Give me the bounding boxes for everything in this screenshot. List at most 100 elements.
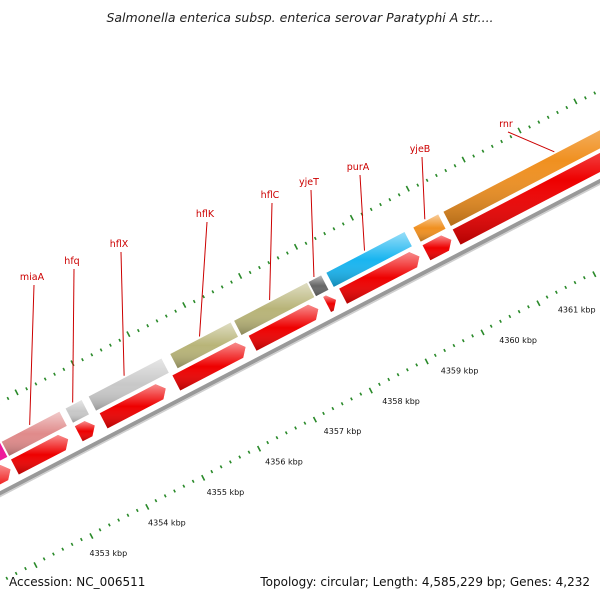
backbone-shadow bbox=[0, 183, 600, 498]
tick-mark bbox=[349, 214, 354, 221]
tick-mark bbox=[461, 339, 465, 343]
leader-line bbox=[120, 251, 125, 376]
tick-mark bbox=[489, 324, 493, 328]
cds-arrow-shine bbox=[172, 342, 246, 391]
gene-label-miaA[interactable]: miaA bbox=[20, 272, 45, 283]
map-title: Salmonella enterica subsp. enterica sero… bbox=[106, 10, 494, 25]
tick-mark bbox=[396, 372, 400, 377]
tick-mark bbox=[461, 156, 466, 163]
cds-arrow-shine bbox=[99, 384, 166, 429]
tick-mark bbox=[368, 387, 373, 394]
tick-mark bbox=[537, 120, 541, 124]
tick-mark bbox=[285, 251, 289, 255]
cds-arrow-shine bbox=[422, 235, 452, 261]
tick-mark bbox=[397, 193, 401, 197]
topology-summary: Topology: circular; Length: 4,585,229 bp… bbox=[260, 575, 590, 589]
gene-label-hflK[interactable]: hflK bbox=[196, 209, 215, 220]
tick-mark bbox=[350, 397, 353, 401]
tick-mark bbox=[266, 440, 270, 445]
scale-label: 4357 kbp bbox=[324, 427, 362, 436]
tick-mark bbox=[556, 110, 559, 115]
scale-label: 4355 kbp bbox=[207, 488, 245, 497]
tick-mark bbox=[201, 474, 206, 481]
tick-mark bbox=[434, 173, 438, 178]
tick-mark bbox=[573, 280, 577, 285]
tick-mark bbox=[276, 256, 280, 260]
tick-mark bbox=[118, 338, 122, 342]
tick-mark bbox=[582, 275, 586, 280]
gene-label-yjeT[interactable]: yjeT bbox=[299, 177, 319, 188]
scale-label: 4354 kbp bbox=[148, 519, 186, 528]
gene-block-unlabeled bbox=[0, 442, 8, 461]
tick-mark bbox=[247, 450, 251, 454]
tick-mark bbox=[415, 363, 419, 367]
tick-mark bbox=[573, 98, 578, 105]
tick-mark bbox=[359, 392, 363, 396]
tick-mark bbox=[565, 105, 569, 110]
tick-mark bbox=[61, 547, 65, 551]
leader-line bbox=[72, 268, 75, 403]
scale-label: 4356 kbp bbox=[265, 458, 303, 467]
tick-mark bbox=[5, 576, 9, 580]
tick-mark bbox=[584, 96, 587, 100]
cds-arrow-shine bbox=[248, 304, 319, 351]
gene-label-rnr[interactable]: rnr bbox=[499, 119, 513, 130]
scale-label: 4353 kbp bbox=[89, 549, 127, 558]
gene-label-hfq[interactable]: hfq bbox=[64, 256, 79, 267]
tick-mark bbox=[154, 499, 158, 503]
scale-label: 4361 kbp bbox=[558, 305, 596, 314]
leader-line bbox=[507, 131, 555, 153]
cds-arrow-shine bbox=[323, 295, 337, 313]
tick-mark bbox=[163, 494, 167, 498]
cds-arrow-shine bbox=[339, 252, 420, 304]
tick-mark bbox=[593, 91, 597, 95]
gene-block-shine bbox=[88, 358, 169, 411]
tick-mark bbox=[387, 377, 391, 382]
tick-mark bbox=[192, 299, 196, 304]
tick-mark bbox=[444, 168, 448, 173]
tick-marks bbox=[0, 91, 597, 580]
gene-label-hflX[interactable]: hflX bbox=[110, 239, 129, 250]
tick-mark bbox=[416, 183, 420, 187]
tick-mark bbox=[14, 389, 19, 396]
gene-label-purA[interactable]: purA bbox=[347, 162, 370, 173]
tick-mark bbox=[136, 328, 140, 333]
tick-mark bbox=[304, 241, 308, 246]
gene-block-shine bbox=[170, 322, 238, 369]
tick-mark bbox=[135, 508, 139, 513]
tick-mark bbox=[313, 236, 317, 241]
tick-mark bbox=[173, 489, 176, 493]
tick-mark bbox=[126, 513, 130, 517]
tick-mark bbox=[425, 178, 429, 182]
tick-mark bbox=[517, 127, 522, 134]
gene-label-yjeB[interactable]: yjeB bbox=[410, 144, 431, 155]
gene-label-hflC[interactable]: hflC bbox=[261, 190, 280, 201]
tick-mark bbox=[564, 285, 568, 290]
tick-mark bbox=[332, 227, 336, 231]
tick-mark bbox=[248, 270, 252, 275]
tick-mark bbox=[481, 149, 485, 153]
tick-mark bbox=[42, 557, 46, 561]
tick-mark bbox=[554, 290, 558, 294]
tick-mark bbox=[174, 309, 178, 313]
tick-mark bbox=[146, 324, 150, 328]
tick-mark bbox=[323, 231, 327, 236]
cds-arrow-shine bbox=[74, 421, 95, 442]
cds-arrow-shine bbox=[0, 465, 11, 485]
accession-label: Accession: NC_006511 bbox=[9, 575, 146, 589]
leader-line bbox=[421, 156, 426, 220]
tick-mark bbox=[284, 431, 288, 435]
tick-mark bbox=[210, 469, 214, 474]
tick-mark bbox=[220, 285, 224, 289]
tick-mark bbox=[109, 343, 112, 347]
tick-mark bbox=[536, 300, 541, 307]
tick-mark bbox=[303, 421, 307, 425]
tick-mark bbox=[219, 465, 223, 469]
tick-mark bbox=[452, 343, 456, 348]
tick-mark bbox=[24, 566, 27, 571]
tick-mark bbox=[267, 261, 271, 265]
tick-mark bbox=[528, 125, 531, 129]
tick-mark bbox=[527, 305, 530, 309]
tick-mark bbox=[312, 416, 318, 423]
